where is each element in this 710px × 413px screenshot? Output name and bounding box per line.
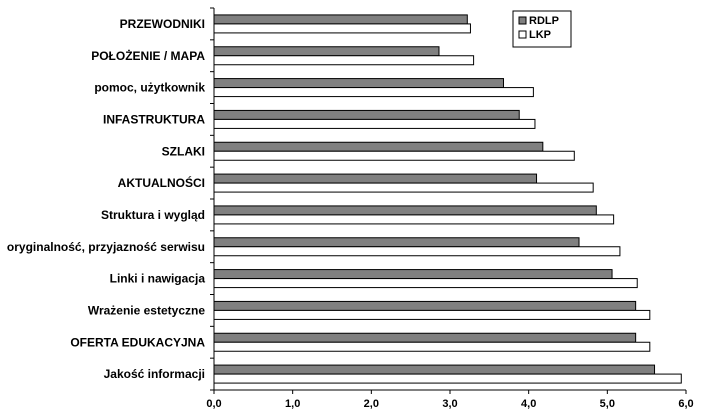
category-label: INFASTRUKTURA xyxy=(103,112,205,126)
bar-lkp-4 xyxy=(213,150,575,161)
bar-rdlp-8 xyxy=(213,269,613,280)
bar-lkp-6 xyxy=(213,214,615,225)
bar-rdlp-6 xyxy=(213,205,597,216)
category-label: pomoc, użytkownik xyxy=(94,81,205,95)
legend-label-lkp: LKP xyxy=(529,29,551,41)
bar-rdlp-0 xyxy=(213,14,468,25)
category-label: Jakość informacji xyxy=(104,367,205,381)
x-tick-label: 5,0 xyxy=(600,398,615,410)
category-label: POŁOŻENIE / MAPA xyxy=(91,48,205,63)
legend-box xyxy=(512,10,572,48)
bar-lkp-10 xyxy=(213,341,651,352)
x-tick-label: 4,0 xyxy=(521,398,536,410)
x-tick-label: 3,0 xyxy=(442,398,457,410)
bar-lkp-11 xyxy=(213,373,682,384)
legend-swatch-lkp xyxy=(518,30,527,39)
category-label: oryginalność, przyjazność serwisu xyxy=(7,240,205,254)
bar-rdlp-1 xyxy=(213,46,440,57)
bar-lkp-8 xyxy=(213,278,638,289)
x-tick-label: 6,0 xyxy=(678,398,693,410)
legend: RDLP LKP xyxy=(512,10,572,48)
bar-rdlp-2 xyxy=(213,78,504,89)
category-label: AKTUALNOŚCI xyxy=(118,175,205,190)
legend-swatch-rdlp xyxy=(518,16,527,25)
bar-lkp-3 xyxy=(213,118,536,129)
category-label: Wrażenie estetyczne xyxy=(88,303,205,317)
x-tick-label: 1,0 xyxy=(285,398,300,410)
category-label: Linki i nawigacja xyxy=(110,272,206,286)
bar-lkp-2 xyxy=(213,87,534,98)
category-label: SZLAKI xyxy=(162,144,205,158)
category-label: Struktura i wygląd xyxy=(101,208,205,222)
bar-rdlp-7 xyxy=(213,237,580,248)
bar-rdlp-11 xyxy=(213,364,656,375)
bar-rdlp-4 xyxy=(213,141,544,152)
category-label: OFERTA EDUKACYJNA xyxy=(70,335,205,349)
x-tick-label: 2,0 xyxy=(364,398,379,410)
bar-rdlp-10 xyxy=(213,332,637,343)
category-label: PRZEWODNIKI xyxy=(120,17,205,31)
legend-label-rdlp: RDLP xyxy=(529,15,559,27)
x-tick-label: 0,0 xyxy=(206,398,221,410)
bar-rdlp-3 xyxy=(213,109,520,120)
bar-rdlp-5 xyxy=(213,173,538,184)
bar-lkp-7 xyxy=(213,246,621,257)
bar-lkp-1 xyxy=(213,55,475,66)
bar-lkp-9 xyxy=(213,309,651,320)
plot-area: PRZEWODNIKI POŁOŻENIE / MAPA pomoc, użytko… xyxy=(7,7,694,410)
bar-lkp-5 xyxy=(213,182,594,193)
bar-lkp-0 xyxy=(213,23,471,34)
bar-rdlp-9 xyxy=(213,300,637,311)
